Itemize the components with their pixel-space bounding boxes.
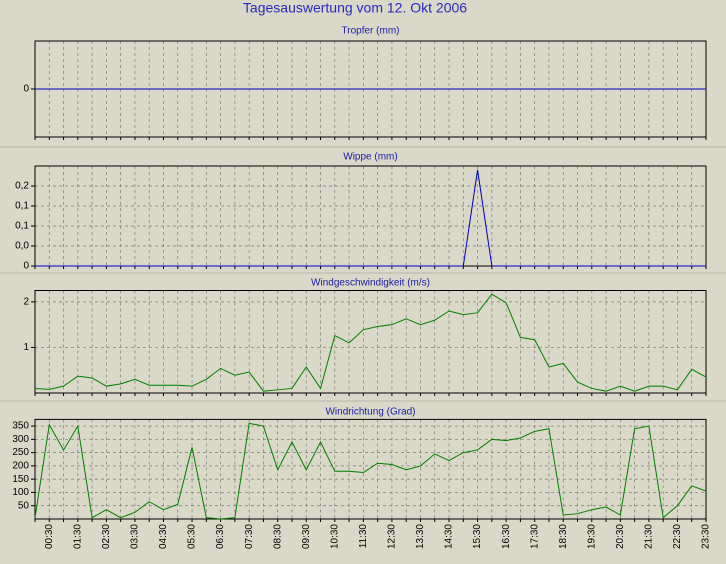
plot-frame	[34, 290, 707, 394]
y-tick-label: 350	[12, 421, 29, 432]
y-tick-label: 0,1	[15, 221, 29, 232]
x-tick-label: 23:30	[701, 524, 712, 549]
plot-area	[35, 166, 706, 266]
line	[34, 293, 707, 392]
x-tick-label: 13:30	[415, 524, 426, 549]
x-tick-label: 21:30	[644, 524, 655, 549]
y-tick-label: 0	[23, 84, 29, 95]
x-tick-label: 02:30	[101, 524, 112, 549]
x-tick-label: 18:30	[558, 524, 569, 549]
plot-area	[35, 419, 706, 519]
x-tick-label: 03:30	[130, 524, 141, 549]
x-tick-label: 15:30	[472, 524, 483, 549]
x-tick-label: 16:30	[501, 524, 512, 549]
y-tick-label: 0,2	[15, 181, 29, 192]
x-tick-label: 06:30	[215, 524, 226, 549]
x-tick-label: 10:30	[329, 524, 340, 549]
panel-title: Windgeschwindigkeit (m/s)	[311, 278, 430, 289]
x-tick-label: 14:30	[444, 524, 455, 549]
plot-area	[35, 290, 706, 393]
x-tick-label: 22:30	[672, 524, 683, 549]
y-tick-label: 0	[23, 261, 29, 272]
y-tick-label: 2	[23, 297, 29, 308]
page-title: Tagesauswertung vom 12. Okt 2006	[243, 0, 467, 16]
y-tick-label: 0,1	[15, 201, 29, 212]
line	[35, 169, 706, 267]
x-tick-label: 04:30	[158, 524, 169, 549]
x-tick-label: 08:30	[272, 524, 283, 549]
x-tick-label: 20:30	[615, 524, 626, 549]
panel-title: Wippe (mm)	[343, 152, 397, 163]
y-tick-label: 50	[18, 500, 30, 511]
y-tick-label: 1	[23, 342, 29, 353]
line	[34, 422, 707, 520]
x-tick-label: 12:30	[387, 524, 398, 549]
y-tick-label: 250	[12, 447, 29, 458]
plot-frame	[34, 418, 707, 520]
y-tick-label: 200	[12, 461, 29, 472]
x-tick-label: 11:30	[358, 524, 369, 549]
x-tick-label: 09:30	[301, 524, 312, 549]
y-tick-label: 150	[12, 474, 29, 485]
x-tick-label: 19:30	[586, 524, 597, 549]
y-tick-label: 100	[12, 487, 29, 498]
panel-title: Windrichtung (Grad)	[325, 407, 415, 418]
x-tick-label: 05:30	[187, 524, 198, 549]
x-tick-label: 07:30	[244, 524, 255, 549]
y-tick-label: 300	[12, 434, 29, 445]
x-tick-label: 01:30	[72, 524, 83, 549]
x-tick-label: 00:30	[44, 524, 55, 549]
panel-title: Tropfer (mm)	[342, 26, 400, 37]
y-tick-label: 0,0	[15, 241, 29, 252]
x-tick-label: 17:30	[529, 524, 540, 549]
